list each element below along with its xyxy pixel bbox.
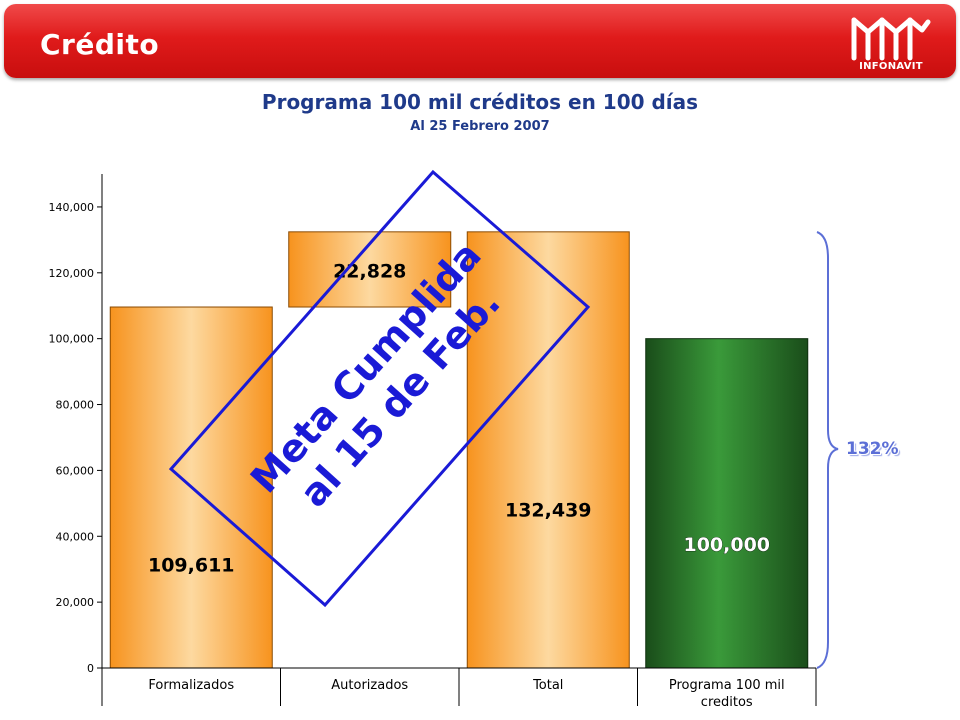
annotation-diamond — [168, 169, 591, 608]
y-tick-label: 140,000 — [49, 201, 95, 214]
bracket — [816, 231, 839, 669]
logo-text: INFONAVIT — [859, 61, 923, 72]
data-label-3: 100,000 — [683, 534, 770, 556]
y-tick-label: 100,000 — [49, 333, 95, 346]
x-tick-label: Total — [532, 678, 563, 693]
bar-2 — [466, 231, 630, 669]
infonavit-logo-icon — [851, 17, 931, 61]
page-title: Crédito — [40, 28, 160, 61]
chart-title: Programa 100 mil créditos en 100 días — [261, 90, 699, 114]
x-tick-label: Programa 100 mil creditos — [669, 678, 785, 710]
x-tick-label: Formalizados — [148, 678, 234, 693]
y-tick-label: 60,000 — [56, 464, 95, 477]
y-tick-label: 20,000 — [56, 596, 95, 609]
y-tick-label: 120,000 — [49, 267, 95, 280]
data-label-0: 109,611 — [148, 555, 235, 577]
chart-subtitle: Al 25 Febrero 2007 — [410, 119, 550, 134]
header-bar — [4, 4, 956, 78]
y-tick-label: 0 — [87, 662, 94, 675]
y-tick-label: 80,000 — [56, 399, 95, 412]
x-tick-label: Autorizados — [331, 678, 408, 693]
y-tick-label: 40,000 — [56, 530, 95, 543]
data-label-2: 132,439 — [505, 500, 592, 522]
percent-label: 132% — [846, 439, 899, 459]
bar-3 — [645, 338, 809, 669]
